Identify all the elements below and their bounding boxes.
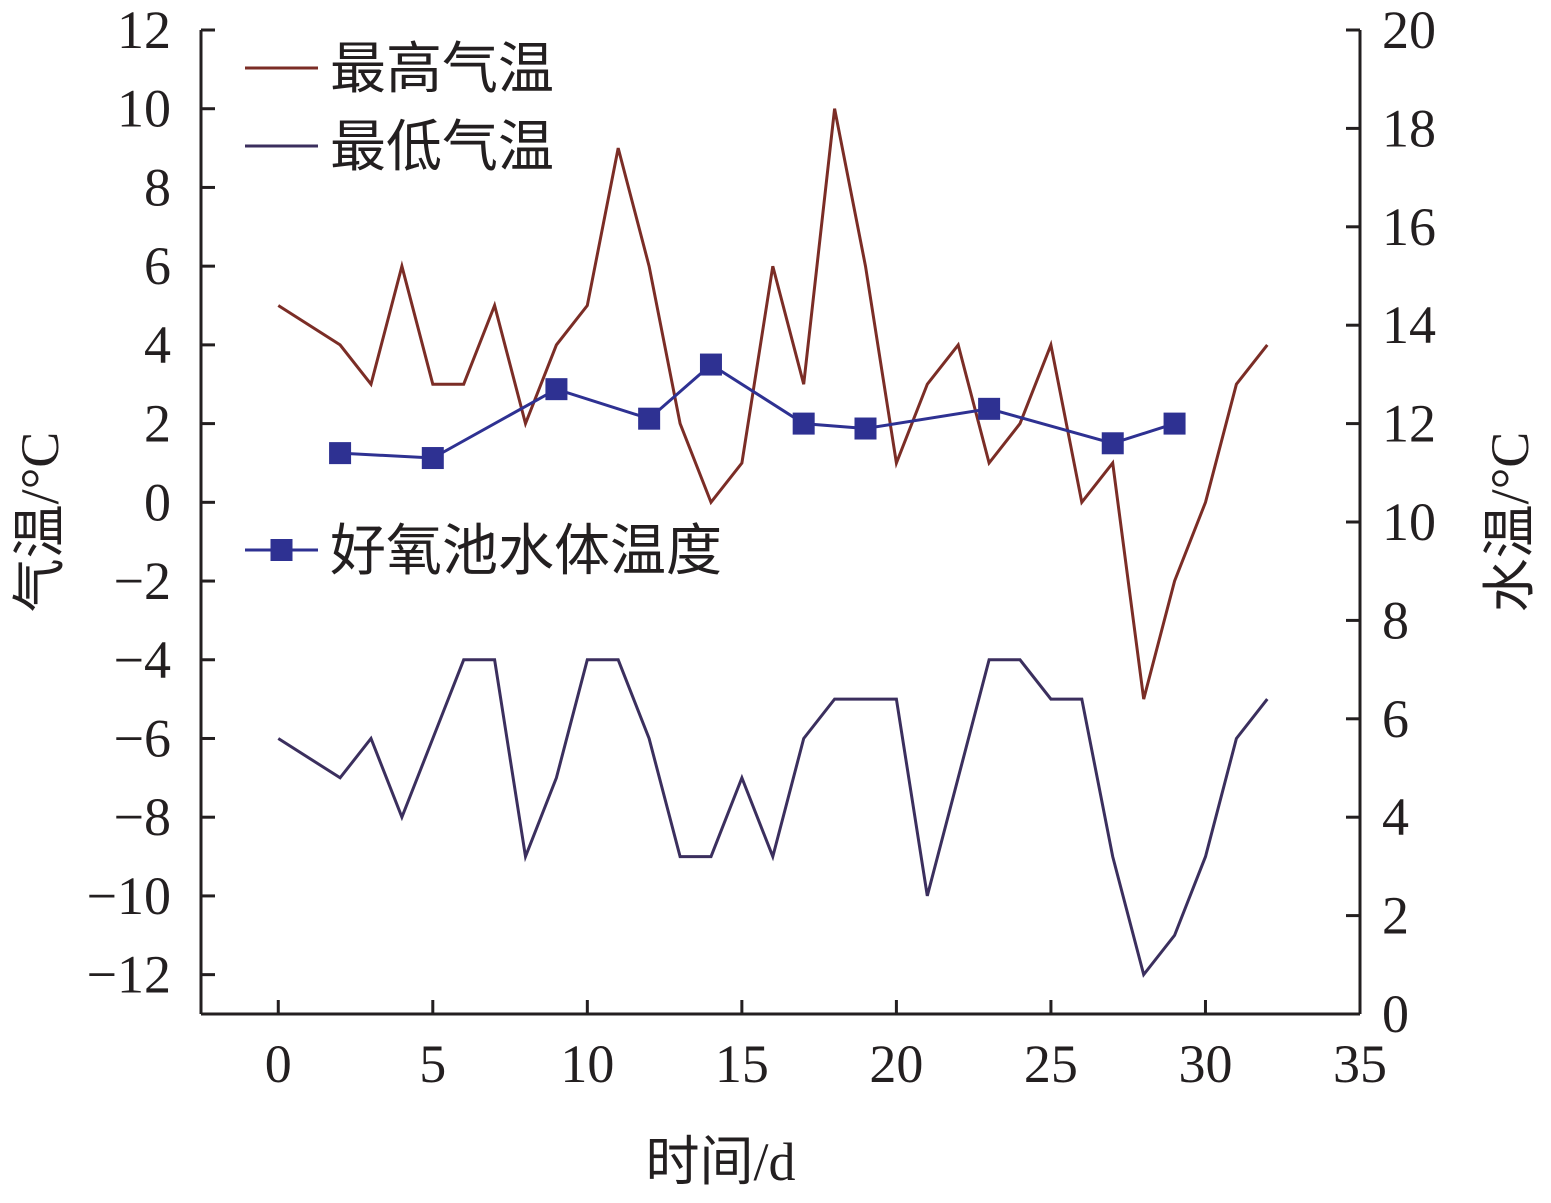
right-y-tick-label: 0 bbox=[1382, 984, 1409, 1044]
data-point-marker bbox=[792, 412, 815, 435]
x-tick-label: 35 bbox=[1333, 1034, 1387, 1094]
left-y-tick-label: 2 bbox=[144, 394, 171, 454]
right-y-tick-label: 2 bbox=[1382, 886, 1409, 946]
left-y-tick-label: 6 bbox=[144, 236, 171, 296]
left-y-tick-label: 0 bbox=[144, 472, 171, 532]
legend-label-3: 好氧池水体温度 bbox=[330, 521, 722, 583]
right-y-tick-label: 16 bbox=[1382, 197, 1436, 257]
x-tick-label: 30 bbox=[1178, 1034, 1232, 1094]
legend-label-1: 最高气温 bbox=[330, 39, 554, 101]
x-tick-label: 5 bbox=[419, 1034, 446, 1094]
data-point-marker bbox=[545, 378, 568, 401]
left-y-tick-label: −6 bbox=[114, 708, 171, 768]
legend-marker-3 bbox=[270, 539, 293, 561]
data-point-marker bbox=[329, 442, 352, 465]
right-y-tick-label: 8 bbox=[1382, 590, 1409, 650]
series-line-3 bbox=[340, 362, 1176, 460]
x-tick-label: 10 bbox=[560, 1034, 614, 1094]
left-y-tick-label: −2 bbox=[114, 551, 171, 611]
right-y-tick-label: 14 bbox=[1382, 295, 1436, 355]
left-y-tick-label: −4 bbox=[114, 630, 171, 690]
series-line-1 bbox=[277, 108, 1269, 700]
data-point-marker bbox=[978, 397, 1001, 420]
right-y-tick-label: 10 bbox=[1382, 492, 1436, 552]
data-point-marker bbox=[421, 447, 444, 470]
data-point-marker bbox=[1101, 432, 1124, 455]
left-y-tick-label: 12 bbox=[117, 0, 171, 60]
left-y-axis-title: 气温/°C bbox=[10, 432, 70, 613]
right-y-tick-label: 6 bbox=[1382, 689, 1409, 749]
x-axis-title: 时间/d bbox=[645, 1132, 795, 1192]
right-y-tick-label: 4 bbox=[1382, 787, 1409, 847]
data-point-marker bbox=[1163, 412, 1186, 435]
x-tick-label: 0 bbox=[265, 1034, 292, 1094]
left-y-tick-label: 10 bbox=[117, 79, 171, 139]
legend-label-2: 最低气温 bbox=[330, 117, 554, 179]
right-y-axis-title: 水温/°C bbox=[1480, 432, 1540, 613]
x-tick-label: 15 bbox=[715, 1034, 769, 1094]
x-tick-label: 20 bbox=[869, 1034, 923, 1094]
data-point-marker bbox=[699, 353, 722, 376]
right-y-tick-label: 18 bbox=[1382, 98, 1436, 158]
left-y-tick-label: −12 bbox=[87, 945, 171, 1005]
right-y-tick-label: 20 bbox=[1382, 0, 1436, 60]
right-y-tick-label: 12 bbox=[1382, 394, 1436, 454]
data-point-marker bbox=[854, 417, 877, 440]
plot-area bbox=[277, 108, 1269, 978]
data-point-marker bbox=[638, 407, 661, 430]
left-y-tick-label: 4 bbox=[144, 315, 171, 375]
left-y-tick-label: 8 bbox=[144, 157, 171, 217]
left-y-tick-label: −8 bbox=[114, 787, 171, 847]
series-line-2 bbox=[277, 658, 1269, 978]
x-tick-label: 25 bbox=[1024, 1034, 1078, 1094]
axes: 0 5 10 15 20 25 30 35121086420−2−4−6−8−10−12201… bbox=[10, 0, 1540, 1192]
left-y-tick-label: −10 bbox=[87, 866, 171, 926]
